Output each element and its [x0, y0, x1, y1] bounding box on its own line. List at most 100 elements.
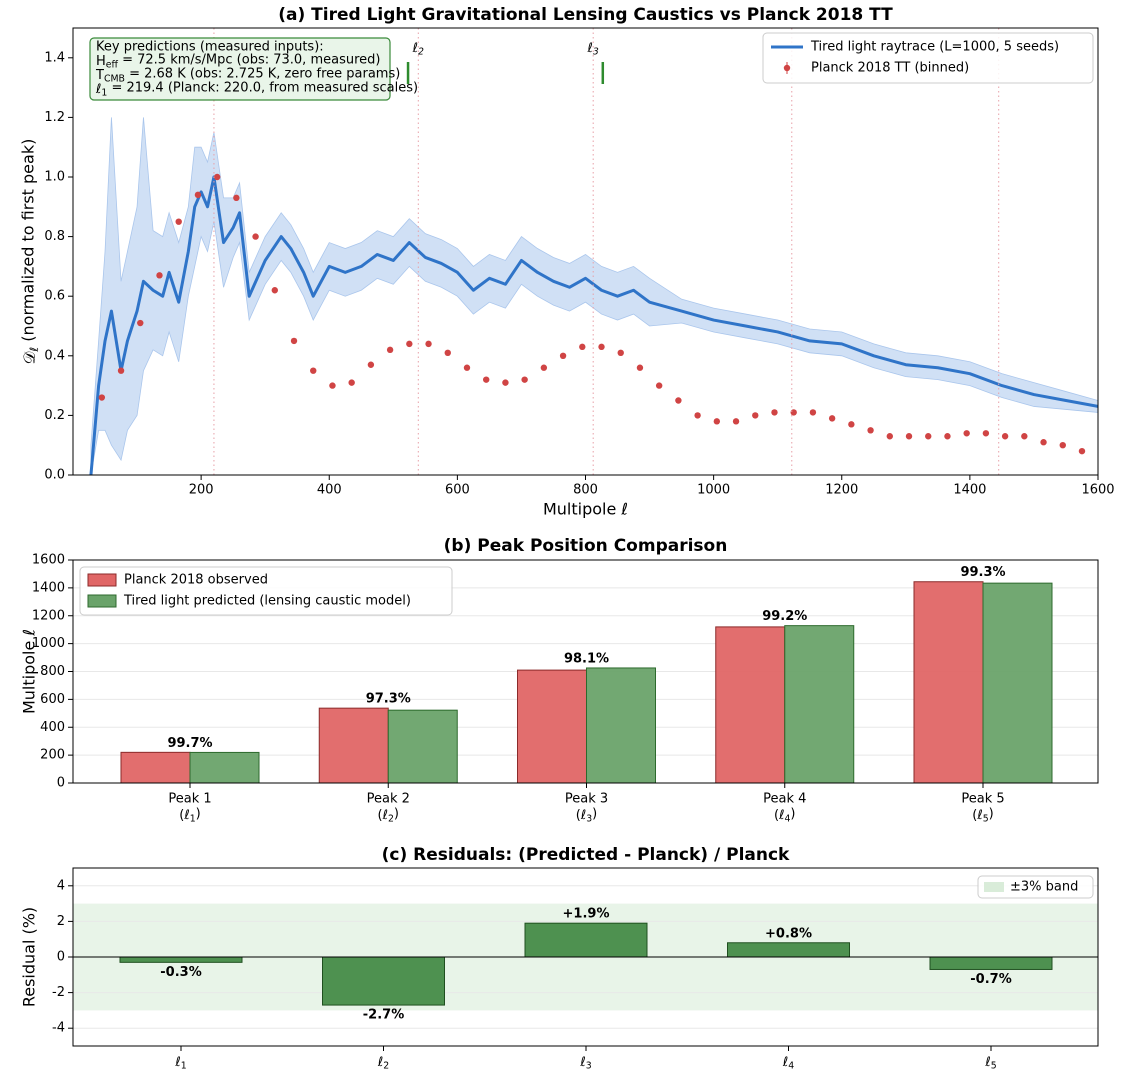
y-axis-label: 𝒟ℓ (normalized to first peak) [18, 139, 41, 365]
data-point [886, 433, 893, 440]
y-tick-label: 1.2 [44, 110, 65, 125]
x-tick-label: 800 [573, 483, 598, 498]
label-main: ℓ [587, 41, 593, 56]
legend-swatch [87, 573, 117, 587]
x-tick-label: 1000 [697, 483, 730, 498]
y-tick-label: 1000 [32, 636, 65, 651]
label-main: ℓ [412, 41, 418, 56]
y-tick-label: -2 [52, 985, 65, 1000]
bar [387, 709, 458, 784]
bar [727, 942, 850, 958]
data-point [98, 394, 106, 401]
x-tick-label: 1400 [953, 483, 986, 498]
data-point [233, 194, 240, 202]
legend-label: Planck 2018 observed [124, 573, 268, 588]
data-point [540, 364, 548, 371]
x-tick-label: ℓ2 [377, 1055, 389, 1071]
label-sub: 1 [190, 813, 196, 824]
y-tick-label: 0 [57, 776, 65, 791]
legend-label: Planck 2018 TT (binned) [811, 61, 969, 76]
info-line: TCMB = 2.68 K (obs: 2.725 K, zero free p… [95, 66, 400, 84]
y-tick-label: -4 [52, 1021, 65, 1036]
label-sub: ℓ [27, 347, 41, 353]
data-point [463, 364, 471, 371]
peak-label: ℓ2 [412, 41, 424, 57]
x-tick-label: ℓ3 [579, 1055, 591, 1071]
data-point [406, 340, 413, 348]
label-sub: 1 [101, 87, 107, 98]
y-tick-label: 0.4 [44, 348, 65, 363]
data-point [713, 418, 721, 425]
x-tick-label: 1200 [825, 483, 858, 498]
label-rest: (normalized to first peak) [18, 139, 37, 347]
data-point [117, 367, 125, 374]
label-main: ℓ [984, 1055, 990, 1070]
plot-frame [72, 559, 1099, 784]
bar [982, 582, 1053, 784]
label-main: (ℓ [576, 808, 586, 823]
accuracy-label: 97.3% [366, 692, 411, 707]
data-point [425, 340, 432, 348]
label-sub: eff [106, 59, 119, 70]
label-rest: ) [196, 806, 201, 821]
data-point [944, 433, 951, 440]
legend-label: ±3% band [1010, 880, 1078, 895]
label-sub: 1 [181, 1060, 187, 1071]
legend-swatch [984, 882, 1004, 892]
data-point [1059, 442, 1066, 449]
y-tick-label: 0 [57, 950, 65, 965]
y-tick-label: 0.6 [44, 289, 65, 304]
label-sub: 2 [383, 1060, 389, 1071]
y-tick-label: 0.8 [44, 229, 65, 244]
x-tick-label: Peak 5 [961, 792, 1004, 807]
x-tick-label: Peak 1 [168, 792, 211, 807]
data-point [348, 379, 355, 386]
legend-box [79, 566, 453, 616]
label-main: ℓ [579, 1055, 585, 1070]
label-sub: 5 [991, 1060, 997, 1071]
label-rest: = 72.5 km/s/Mpc (obs: 73.0, measured) [118, 52, 381, 67]
info-line: ℓ1 = 219.4 (Planck: 220.0, from measured… [95, 80, 418, 98]
label-rest: ) [989, 806, 994, 821]
bar [517, 669, 587, 784]
data-point [137, 319, 144, 327]
accuracy-label: 99.7% [167, 736, 212, 751]
legend-box [977, 875, 1094, 899]
data-point [867, 427, 874, 434]
x-axis-label: Multipole ℓ [543, 500, 628, 519]
x-tick-note: (ℓ2) [378, 806, 399, 824]
data-point [790, 409, 797, 416]
x-tick-note: (ℓ4) [774, 806, 795, 824]
x-tick-label: Peak 4 [763, 792, 806, 807]
data-point [963, 430, 970, 437]
x-tick-note: (ℓ3) [576, 806, 597, 824]
y-tick-label: 1.4 [44, 50, 65, 65]
bar [120, 751, 191, 784]
data-point [771, 409, 778, 416]
y-tick-label: 0.2 [44, 408, 65, 423]
chart-title: (c) Residuals: (Predicted - Planck) / Pl… [382, 845, 790, 865]
data-point [290, 337, 298, 345]
data-point [655, 382, 663, 389]
label-main: (ℓ [378, 808, 388, 823]
data-point [156, 272, 163, 279]
label-main: T [95, 68, 104, 83]
data-point [598, 343, 605, 351]
data-point [828, 415, 836, 422]
bar [586, 667, 656, 784]
data-point [367, 361, 375, 368]
bar [119, 956, 243, 963]
bar [322, 956, 445, 1006]
data-point [310, 367, 317, 374]
bar [715, 626, 786, 784]
chart-title: (b) Peak Position Comparison [444, 536, 728, 556]
data-point [194, 191, 202, 199]
y-tick-label: 800 [40, 664, 65, 679]
label-sub: 3 [593, 46, 599, 57]
label-rest: = 219.4 (Planck: 220.0, from measured sc… [107, 80, 418, 95]
data-point [386, 346, 394, 354]
y-tick-label: 2 [57, 914, 65, 929]
label-sub: 4 [784, 813, 790, 824]
